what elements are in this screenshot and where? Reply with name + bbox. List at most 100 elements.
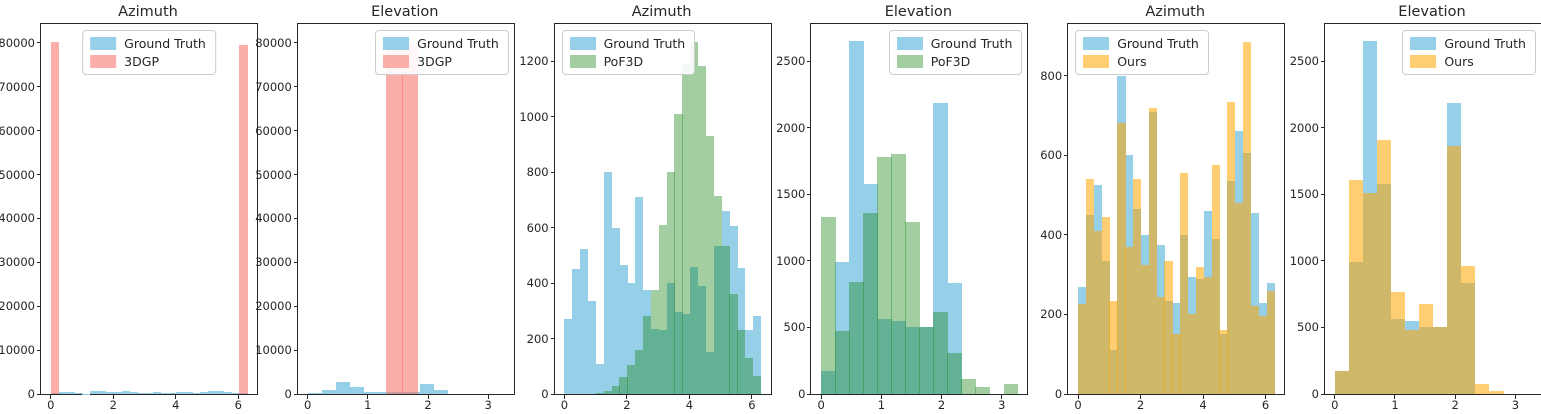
y-tick-label: 0 — [1054, 387, 1063, 401]
histogram-bar — [635, 349, 644, 394]
x-tick-mark — [1001, 395, 1003, 399]
legend-swatch — [383, 55, 410, 68]
y-tick-mark — [293, 130, 298, 132]
histogram-bar — [402, 45, 419, 394]
legend-label: Ground Truth — [1444, 36, 1526, 51]
x-tick-label: 3 — [1511, 398, 1520, 412]
legend-swatch — [569, 37, 596, 50]
histogram-bar — [1203, 276, 1212, 394]
histogram-bar — [697, 65, 707, 394]
y-tick-label: 800 — [1040, 68, 1063, 83]
histogram-bar — [595, 363, 605, 394]
y-tick-label: 0 — [284, 387, 292, 401]
y-tick-label: 1500 — [1289, 187, 1319, 202]
y-tick-label: 0 — [541, 387, 549, 401]
histogram-bar — [239, 44, 248, 394]
histogram-bar — [650, 328, 660, 394]
histogram-bar — [835, 262, 850, 394]
x-tick-label: 0 — [560, 398, 569, 412]
histogram-bar — [1447, 146, 1462, 394]
y-tick-mark — [550, 227, 555, 229]
legend-label: Ours — [1444, 54, 1474, 69]
x-tick-mark — [820, 395, 822, 399]
histogram-bar — [682, 313, 691, 394]
subplot-azimuth-pof3d: Azimuth 0 200 400 600 800 1000 1200 0 2 4 6 Ground … — [514, 0, 772, 414]
y-tick-label: 80000 — [0, 35, 35, 50]
histogram-bar — [933, 312, 948, 394]
histogram-bar — [564, 319, 573, 394]
histogram-bar — [603, 390, 612, 394]
histogram-bar — [1093, 230, 1102, 394]
legend-label: Ground Truth — [603, 36, 686, 51]
legend: Ground Truth PoF3D — [561, 30, 696, 75]
y-tick-mark — [1320, 326, 1325, 328]
y-tick-mark — [807, 393, 812, 395]
x-tick-mark — [50, 395, 52, 399]
histogram-bar — [729, 294, 738, 394]
y-tick-mark — [1320, 193, 1325, 195]
y-tick-label: 20000 — [255, 299, 292, 314]
x-tick-label: 2 — [1136, 398, 1145, 412]
histogram-bar — [1362, 193, 1378, 394]
y-tick-label: 1000 — [519, 109, 549, 124]
histogram-bar — [433, 390, 449, 394]
histogram-bar — [1475, 384, 1490, 394]
histogram-bar — [105, 391, 115, 394]
histogram-bar — [1376, 140, 1392, 394]
histogram-bar — [1404, 330, 1420, 394]
legend-label: Ours — [1117, 54, 1147, 69]
y-tick-mark — [37, 130, 41, 132]
y-tick-mark — [293, 86, 298, 88]
legend-swatch — [90, 37, 117, 50]
legend-label: Ground Truth — [1117, 36, 1199, 51]
legend-label: Ground Truth — [930, 36, 1013, 51]
chart-title: Elevation — [884, 4, 953, 20]
legend: Ground Truth Ours — [1402, 30, 1536, 75]
histogram-bar — [97, 391, 107, 394]
legend-swatch — [896, 55, 923, 68]
y-tick-mark — [1320, 127, 1325, 129]
y-tick-mark — [807, 326, 812, 328]
plot-area: 0 200 400 600 800 1000 1200 0 2 4 6 Ground Truth PoF… — [519, 23, 772, 412]
legend-entry: PoF3D — [896, 54, 1013, 69]
y-tick-mark — [807, 127, 812, 129]
histogram-bar — [705, 352, 715, 394]
y-tick-label: 500 — [783, 320, 806, 335]
x-tick-label: 6 — [1261, 398, 1270, 412]
y-tick-mark — [37, 393, 41, 395]
x-tick-mark — [1140, 395, 1141, 399]
histogram-bar — [1148, 107, 1157, 394]
histogram-bar — [627, 364, 636, 394]
x-tick-label: 4 — [685, 398, 694, 412]
y-tick-mark — [550, 171, 555, 173]
histogram-bar — [863, 183, 878, 394]
plot-area: 0 10000 20000 30000 40000 50000 60000 70000 8000… — [0, 23, 258, 412]
histogram-bar — [863, 213, 878, 394]
y-tick-mark — [550, 116, 555, 118]
histogram-bar — [1156, 296, 1165, 394]
histogram-bar — [1461, 265, 1476, 394]
histogram-bar — [682, 64, 691, 394]
histogram-bar — [1250, 306, 1260, 394]
histogram-bar — [66, 391, 75, 394]
histogram-bar — [745, 330, 754, 394]
x-tick-mark — [487, 395, 489, 399]
histogram-bar — [1489, 390, 1504, 394]
histogram-bar — [1219, 330, 1228, 394]
histogram-bar — [713, 195, 722, 394]
plot-area: 0 10000 20000 30000 40000 50000 60000 70000 8000… — [255, 23, 515, 412]
histogram-bar — [192, 393, 201, 394]
y-tick-mark — [1064, 75, 1069, 77]
legend: Ground Truth 3DGP — [375, 30, 509, 75]
histogram-bar — [635, 197, 644, 394]
histogram-bar — [611, 227, 620, 394]
histogram-bar — [690, 42, 699, 394]
y-tick-label: 30000 — [0, 255, 35, 270]
subplot-azimuth-ours: Azimuth 0 200 400 600 800 0 2 4 6 Ground Truth Our… — [1027, 0, 1286, 414]
y-tick-label: 40000 — [0, 211, 35, 226]
histogram-bar — [145, 393, 154, 394]
x-tick-mark — [751, 395, 753, 399]
y-tick-label: 400 — [526, 276, 549, 291]
y-tick-label: 1000 — [1289, 253, 1319, 268]
histogram-bar — [642, 290, 652, 394]
